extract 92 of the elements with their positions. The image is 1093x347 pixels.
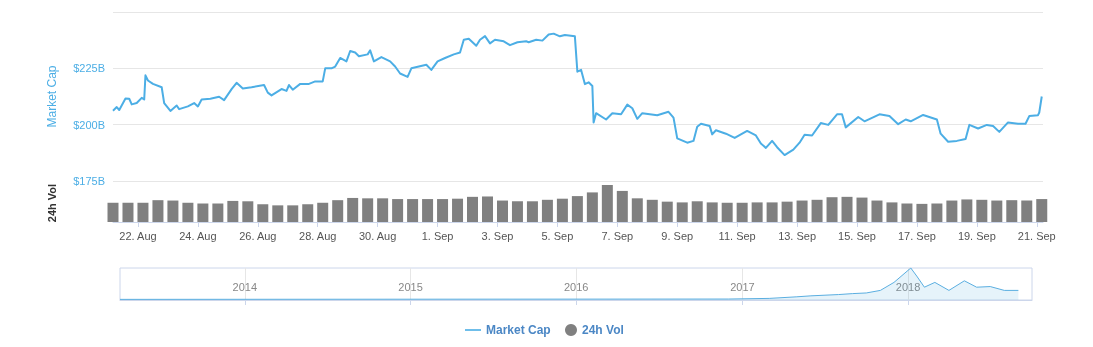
- x-tick-label: 15. Sep: [838, 229, 876, 242]
- bar: [332, 200, 344, 222]
- x-tick-label: 11. Sep: [718, 229, 756, 242]
- x-tick-label: 13. Sep: [778, 229, 817, 242]
- x-tick-label: 1. Sep: [421, 229, 454, 242]
- x-tick-label: 21. Sep: [1017, 229, 1056, 242]
- bar: [496, 200, 508, 222]
- bar: [467, 196, 479, 222]
- bar: [631, 198, 643, 222]
- bar: [287, 205, 299, 222]
- bar: [197, 203, 209, 222]
- bar: [931, 203, 943, 222]
- bar: [721, 202, 733, 222]
- bar: [751, 202, 763, 222]
- x-tick-label: 22. Aug: [119, 229, 157, 242]
- x-tick-label: 2017: [730, 280, 755, 293]
- bar: [422, 199, 434, 222]
- x-tick-label: 19. Sep: [957, 229, 996, 242]
- bar: [122, 202, 134, 222]
- bar: [1021, 200, 1033, 222]
- x-tick-label: 28. Aug: [299, 229, 337, 242]
- bar: [511, 201, 523, 222]
- bar: [661, 201, 673, 222]
- bar: [1006, 200, 1018, 222]
- y-axis-title: 24h Vol: [46, 183, 58, 223]
- x-tick-label: 2014: [232, 280, 258, 293]
- bar: [541, 199, 553, 222]
- bar: [107, 202, 119, 222]
- bar: [586, 192, 598, 222]
- bar: [766, 202, 778, 222]
- bar: [826, 197, 838, 222]
- x-tick-label: 26. Aug: [239, 229, 277, 242]
- bar: [976, 199, 988, 222]
- bar: [272, 205, 284, 222]
- bar: [646, 199, 658, 222]
- bar: [452, 198, 464, 222]
- legend-label: Market Cap: [486, 323, 551, 337]
- bar: [242, 201, 254, 222]
- bar: [152, 200, 164, 222]
- bar: [916, 203, 928, 222]
- x-tick-label: 2015: [398, 280, 423, 293]
- bar: [571, 196, 583, 222]
- y-tick-label: $225B: [73, 62, 105, 75]
- bar: [781, 201, 793, 222]
- bar: [706, 202, 718, 222]
- bar: [302, 204, 314, 222]
- x-tick-label: 7. Sep: [601, 229, 634, 242]
- bar: [362, 198, 374, 222]
- bar: [946, 200, 958, 222]
- bar: [317, 202, 329, 222]
- y-axis-title: Market Cap: [45, 65, 59, 128]
- x-tick-label: 3. Sep: [481, 229, 514, 242]
- bar: [871, 200, 883, 222]
- bar: [691, 201, 703, 222]
- bar: [676, 202, 688, 222]
- bar: [811, 199, 823, 222]
- legend-label: 24h Vol: [582, 323, 624, 337]
- bar: [347, 197, 359, 222]
- bar: [961, 199, 973, 222]
- x-tick-label: 17. Sep: [897, 229, 936, 242]
- x-tick-label: 2018: [895, 280, 921, 293]
- bar: [407, 199, 419, 222]
- bar: [437, 199, 449, 222]
- bar: [856, 197, 868, 222]
- bar: [841, 196, 853, 222]
- bar: [377, 198, 389, 222]
- bar: [257, 204, 269, 222]
- bar: [526, 201, 538, 222]
- x-tick-label: 9. Sep: [661, 229, 694, 242]
- x-tick-label: 5. Sep: [541, 229, 574, 242]
- x-tick-label: 2016: [563, 280, 589, 293]
- bar: [167, 200, 179, 222]
- bar: [227, 200, 239, 222]
- bar: [212, 203, 224, 222]
- x-tick-label: 30. Aug: [358, 229, 397, 242]
- bar: [601, 185, 613, 222]
- bar: [616, 190, 628, 222]
- bar: [991, 200, 1003, 222]
- bar: [392, 199, 404, 222]
- bar: [736, 202, 748, 222]
- bar: [482, 196, 493, 222]
- bar: [901, 203, 913, 222]
- x-tick-label: 24. Aug: [179, 229, 217, 242]
- bar: [1036, 199, 1048, 222]
- bar: [796, 200, 808, 222]
- line-series: [112, 32, 1043, 157]
- bar: [182, 202, 194, 222]
- bar: [886, 202, 898, 222]
- y-tick-label: $175B: [73, 175, 105, 187]
- bar: [137, 202, 149, 222]
- y-tick-label: $200B: [73, 118, 105, 131]
- bar: [556, 198, 568, 222]
